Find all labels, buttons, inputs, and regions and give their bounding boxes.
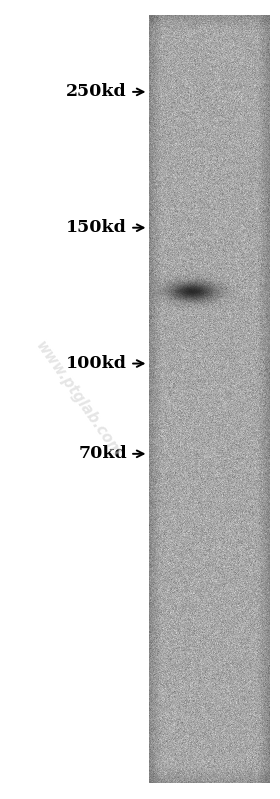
Text: 100kd: 100kd — [66, 355, 127, 372]
Text: 250kd: 250kd — [66, 83, 127, 101]
Text: www.ptglab.com: www.ptglab.com — [33, 339, 124, 460]
Text: 150kd: 150kd — [66, 219, 127, 237]
Text: 70kd: 70kd — [78, 445, 127, 463]
